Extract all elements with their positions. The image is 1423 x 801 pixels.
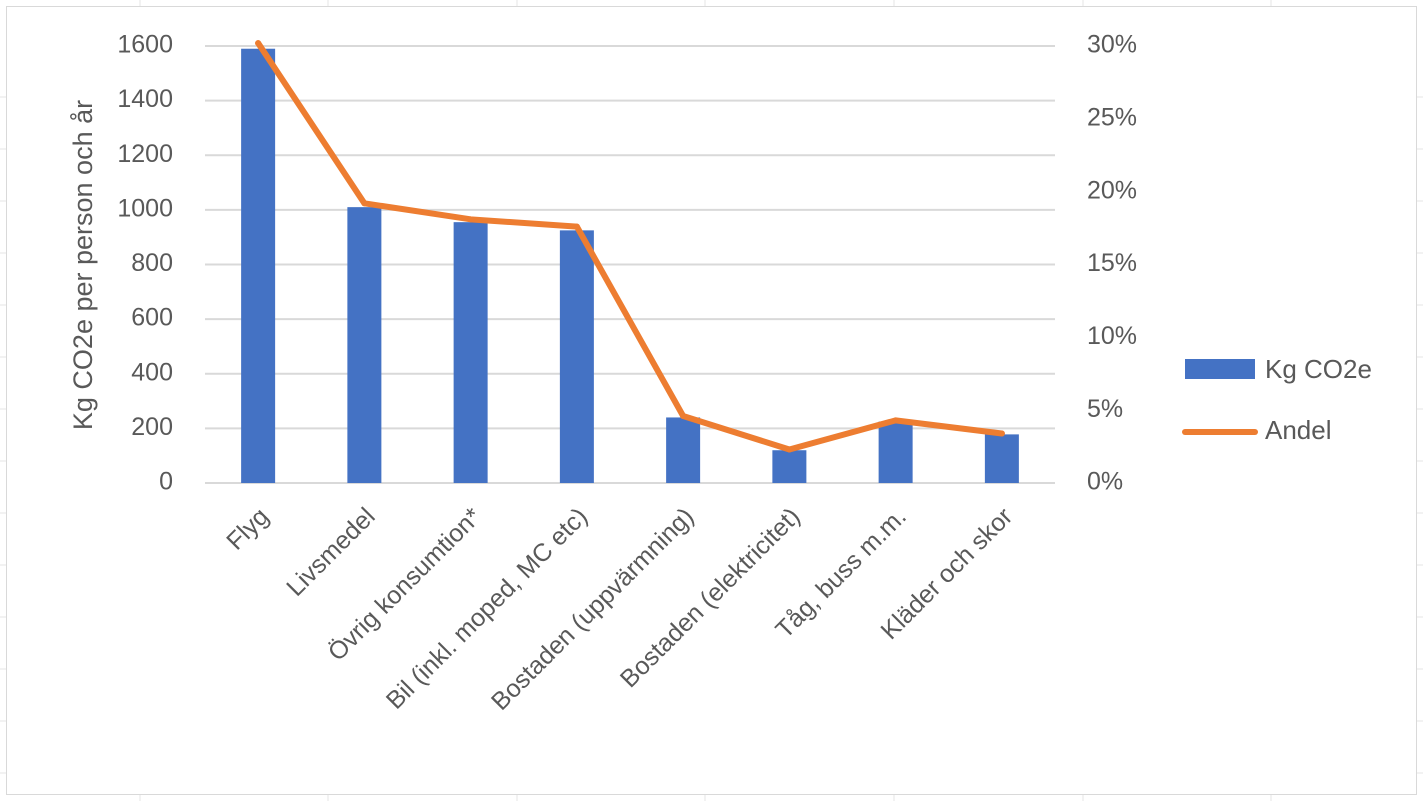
legend-label-bar: Kg CO2e	[1265, 354, 1372, 384]
line-point[interactable]	[680, 412, 687, 419]
x-category-label: Flyg	[221, 502, 274, 555]
legend-label-line: Andel	[1265, 415, 1332, 445]
y-axis-title: Kg CO2e per person och år	[68, 100, 98, 430]
bar[interactable]	[347, 207, 382, 484]
legend-swatch-bar	[1185, 359, 1255, 379]
y-tick-label: 1600	[117, 31, 173, 59]
y-tick-label: 1200	[117, 140, 173, 168]
line-path[interactable]	[255, 40, 1005, 453]
y2-tick-label: 20%	[1087, 176, 1137, 204]
bar[interactable]	[878, 421, 913, 483]
line-point[interactable]	[892, 417, 899, 424]
legend[interactable]: Kg CO2e Andel	[1182, 354, 1372, 445]
y-tick-label: 1000	[117, 194, 173, 222]
bar[interactable]	[241, 48, 276, 483]
bar[interactable]	[984, 434, 1019, 483]
y2-tick-label: 0%	[1087, 468, 1123, 496]
bar[interactable]	[559, 230, 594, 483]
bar[interactable]	[453, 222, 488, 483]
bar[interactable]	[666, 417, 701, 483]
line-point[interactable]	[361, 200, 368, 207]
y-tick-label: 200	[131, 413, 173, 441]
y2-tick-label: 5%	[1087, 395, 1123, 423]
x-category-label: Bostaden (elektricitet)	[615, 502, 806, 693]
x-category-label: Livsmedel	[281, 502, 380, 601]
bar-series	[241, 48, 1019, 484]
x-category-label: Bil (inkl. moped, MC etc)	[381, 502, 593, 714]
y-axis-right-ticks: 0% 5% 10% 15% 20% 25% 30%	[1087, 31, 1137, 496]
line-point[interactable]	[255, 40, 262, 47]
y2-tick-label: 30%	[1087, 31, 1137, 59]
y-tick-label: 800	[131, 249, 173, 277]
line-point[interactable]	[467, 216, 474, 223]
line-point[interactable]	[786, 446, 793, 453]
y2-tick-label: 25%	[1087, 103, 1137, 131]
line-point[interactable]	[998, 430, 1005, 437]
y2-tick-label: 15%	[1087, 249, 1137, 277]
x-category-label: Bostaden (uppvärmning)	[486, 502, 699, 715]
line-point[interactable]	[573, 223, 580, 230]
y-tick-label: 1400	[117, 85, 173, 113]
y-tick-label: 0	[159, 468, 173, 496]
y-tick-label: 600	[131, 304, 173, 332]
y-axis-left-ticks: 0 200 400 600 800 1000 1200 1400 1600	[117, 31, 173, 496]
y2-tick-label: 10%	[1087, 322, 1137, 350]
line-series	[255, 40, 1005, 453]
bar[interactable]	[772, 450, 807, 483]
gridlines	[205, 45, 1055, 484]
y-tick-label: 400	[131, 358, 173, 386]
